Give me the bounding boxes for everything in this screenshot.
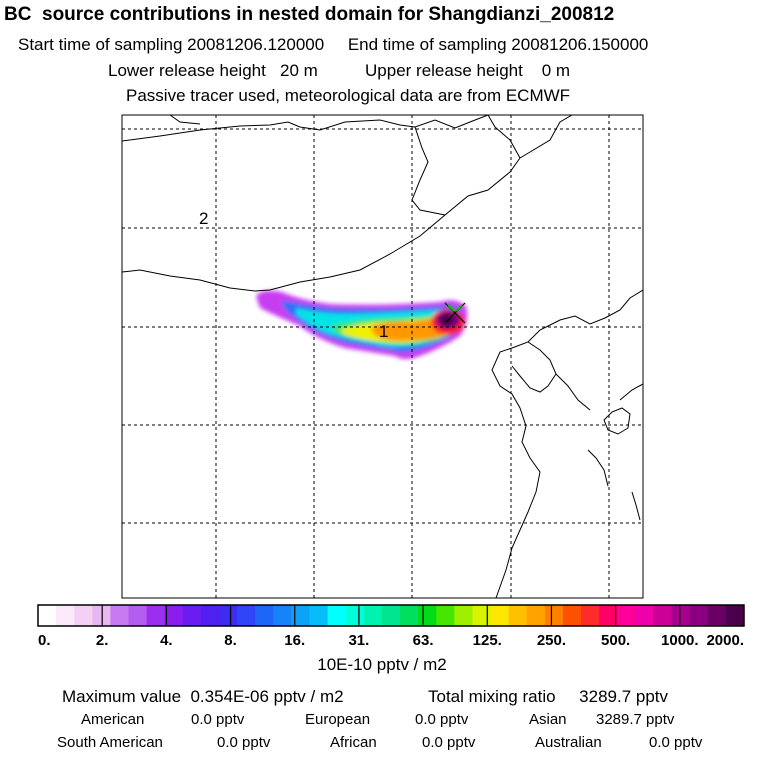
color-scale-cell <box>291 605 311 626</box>
american-value: 0.0 pptv <box>191 711 245 728</box>
color-scale-tick-label: 4. <box>160 632 173 649</box>
asian-label: Asian <box>529 711 567 728</box>
color-scale-cell <box>508 605 528 626</box>
color-scale-cell <box>110 605 130 626</box>
european-label: European <box>305 711 371 728</box>
color-scale-tick-label: 16. <box>284 632 305 649</box>
color-scale-tick-label: 31. <box>348 632 369 649</box>
color-scale-cell <box>418 605 437 626</box>
color-scale-cell <box>146 605 166 626</box>
color-scale-cell <box>707 605 727 626</box>
color-scale-cell <box>671 605 691 626</box>
grid-label-2: 2 <box>199 209 208 228</box>
color-scale-tick-label: 2000. <box>706 632 744 649</box>
color-scale-cell <box>599 605 618 626</box>
color-scale-cell <box>454 605 473 626</box>
color-scale-cell <box>400 605 419 626</box>
color-scale-cell <box>635 605 654 626</box>
australian-value: 0.0 pptv <box>649 734 703 751</box>
color-scale-cell <box>345 605 365 626</box>
color-scale-cell <box>56 605 75 626</box>
african-value: 0.0 pptv <box>422 734 476 751</box>
color-scale-cell <box>164 605 184 626</box>
color-scale-cell <box>617 605 636 626</box>
max-value: Maximum value 0.354E-06 pptv / m2 <box>62 687 344 706</box>
color-scale-frame <box>37 604 745 627</box>
color-scale-cell <box>309 605 329 626</box>
south-american-label: South American <box>57 734 163 751</box>
map-frame <box>121 114 644 599</box>
color-scale-tick-label: 2. <box>96 632 109 649</box>
plot-title: BC source contributions in nested domain… <box>4 4 615 25</box>
color-scale-cell <box>436 605 455 626</box>
color-scale-cell <box>74 605 93 626</box>
color-scale-tick-label: 63. <box>413 632 434 649</box>
color-scale-tick-label: 500. <box>601 632 630 649</box>
south-american-value: 0.0 pptv <box>217 734 271 751</box>
grid-label-1: 1 <box>379 322 388 341</box>
color-scale-cell <box>381 605 401 626</box>
lat-lon-grid <box>122 115 643 598</box>
sampling-time-line: Start time of sampling 20081206.120000 E… <box>18 35 649 54</box>
color-scale-cell <box>200 605 220 626</box>
american-label: American <box>81 711 145 728</box>
color-scale-tick-label: 125. <box>473 632 502 649</box>
color-scale-cell <box>725 605 745 626</box>
coastline-borders <box>122 115 643 598</box>
color-scale-cell <box>327 605 347 626</box>
concentration-plume <box>256 290 468 359</box>
color-scale-cell <box>562 605 582 626</box>
color-scale-cell <box>490 605 510 626</box>
color-scale-cells <box>38 605 745 626</box>
color-scale-cell <box>363 605 383 626</box>
total-mixing-ratio: Total mixing ratio 3289.7 pptv <box>428 687 669 706</box>
asian-value: 3289.7 pptv <box>596 711 675 728</box>
color-scale-tick-label: 1000. <box>661 632 699 649</box>
receptor-marker <box>444 302 466 324</box>
color-scale-ticks: 0. 2. 4. 8. 16. 31. 63. 125. 250. 500. 1000. 2000. <box>38 605 744 649</box>
color-scale-cell <box>472 605 492 626</box>
color-scale-cell <box>581 605 600 626</box>
color-scale-cell <box>182 605 202 626</box>
european-value: 0.0 pptv <box>415 711 469 728</box>
color-scale-tick-label: 8. <box>224 632 237 649</box>
color-scale-tick-label: 250. <box>537 632 566 649</box>
color-scale-cell <box>219 605 238 626</box>
color-scale-cell <box>653 605 673 626</box>
african-label: African <box>330 734 377 751</box>
release-height-line: Lower release height 20 m Upper release … <box>108 61 571 80</box>
tracer-info-line: Passive tracer used, meteorological data… <box>126 86 571 105</box>
australian-label: Australian <box>535 734 602 751</box>
color-scale-cell <box>544 605 564 626</box>
color-scale-cell <box>128 605 148 626</box>
color-scale-cell <box>38 605 57 626</box>
color-scale-cell <box>255 605 274 626</box>
color-scale-tick-label: 0. <box>38 632 51 649</box>
color-scale-cell <box>526 605 546 626</box>
color-scale-cell <box>689 605 709 626</box>
color-scale-cell <box>273 605 292 626</box>
color-scale-unit: 10E-10 pptv / m2 <box>317 655 446 674</box>
color-scale-cell <box>237 605 256 626</box>
